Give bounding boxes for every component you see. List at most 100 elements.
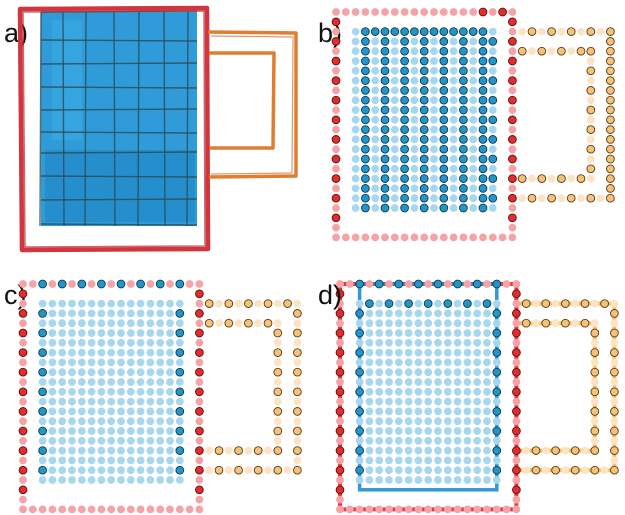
glass-dot-faint xyxy=(355,338,364,347)
frame-dot-solid xyxy=(508,76,517,85)
handle-dot-solid xyxy=(273,348,283,357)
glass-dot-faint xyxy=(371,96,380,105)
frame-dot-faint xyxy=(332,106,340,114)
handle-outer-edge xyxy=(210,35,294,175)
glass-dot-solid xyxy=(419,37,429,46)
glass-dot-faint xyxy=(166,387,174,396)
glass-dot-solid xyxy=(478,37,488,46)
frame-dot-faint xyxy=(351,233,360,242)
glass-dot-solid xyxy=(478,27,488,36)
glass-dot-faint xyxy=(58,378,67,386)
handle-dot-solid xyxy=(590,465,600,475)
handle-dot-faint xyxy=(547,174,556,183)
glass-dot-solid xyxy=(370,27,380,36)
glass-dot-solid xyxy=(361,56,370,66)
glass-dot-solid xyxy=(380,95,390,105)
glass-dot-faint xyxy=(414,466,423,475)
frame-dot-faint xyxy=(146,505,155,514)
frame-dot-faint xyxy=(381,8,389,16)
glass-dot-faint xyxy=(473,387,482,396)
glass-dot-faint xyxy=(87,358,96,367)
handle-dot-solid xyxy=(234,446,243,455)
frame-dot-faint xyxy=(345,280,354,288)
glass-dot-faint xyxy=(385,397,393,406)
handle-dot-solid xyxy=(293,367,302,377)
glass-dot-solid xyxy=(459,135,468,144)
glass-dot-faint xyxy=(449,86,458,95)
glass-dot-faint xyxy=(488,27,497,36)
frame-dot-faint xyxy=(336,436,344,445)
glass-dot-solid xyxy=(419,27,429,36)
glass-dot-solid xyxy=(355,309,364,318)
panel-d-traced-outlines: d) xyxy=(318,279,619,514)
glass-dot-faint xyxy=(404,397,413,406)
glass-dot-faint xyxy=(424,338,433,347)
glass-dot-solid xyxy=(439,174,449,183)
glass-dot-solid xyxy=(478,164,488,174)
handle-dot-faint xyxy=(293,299,302,308)
glass-dot-faint xyxy=(351,37,360,46)
frame-dot-faint xyxy=(430,8,438,16)
frame-dot-faint xyxy=(385,505,393,514)
glass-dot-faint xyxy=(424,407,433,416)
glass-dot-solid xyxy=(400,37,409,46)
handle-dot-faint xyxy=(561,446,570,455)
glass-dot-solid xyxy=(400,27,409,36)
frame-dot-solid xyxy=(512,407,521,416)
glass-dot-faint xyxy=(107,446,116,455)
glass-dot-faint xyxy=(166,309,174,318)
frame-dot-faint xyxy=(19,378,27,386)
glass-dot-faint xyxy=(404,378,413,386)
glass-dot-faint xyxy=(156,358,165,367)
frame-dot-faint xyxy=(195,280,204,288)
glass-dot-faint xyxy=(38,397,47,406)
glass-dot-faint xyxy=(385,417,393,426)
glass-dot-faint xyxy=(483,387,491,396)
glass-dot-faint xyxy=(87,319,96,328)
glass-dot-solid xyxy=(439,144,449,154)
glass-dot-faint xyxy=(375,368,384,377)
glass-dot-faint xyxy=(473,319,482,328)
glass-dot-faint xyxy=(126,319,135,328)
handle-dot-solid xyxy=(570,446,580,455)
frame-dot-solid xyxy=(335,348,345,357)
glass-dot-faint xyxy=(68,476,76,484)
glass-dot-faint xyxy=(430,106,438,114)
glass-dot-faint xyxy=(469,57,478,65)
handle-dot-solid xyxy=(293,387,302,397)
glass-dot-solid xyxy=(459,105,468,115)
glass-dot-faint xyxy=(469,204,478,212)
handle-dot-faint xyxy=(293,456,302,465)
frame-dot-faint xyxy=(483,505,491,514)
frame-dot-solid xyxy=(508,213,517,223)
handle-dot-faint xyxy=(590,417,599,426)
glass-dot-faint xyxy=(365,319,374,328)
handle-dot-faint xyxy=(293,319,302,328)
handle-dot-faint xyxy=(581,466,589,475)
glass-dot-faint xyxy=(97,378,106,386)
glass-dot-solid xyxy=(38,426,47,436)
glass-dot-faint xyxy=(136,368,145,377)
glass-dot-solid xyxy=(478,203,488,213)
glass-dot-faint xyxy=(87,417,96,426)
glass-dot-solid xyxy=(459,184,468,193)
glass-dot-solid xyxy=(400,86,409,95)
glass-dot-faint xyxy=(385,407,393,416)
glass-dot-faint xyxy=(166,397,174,406)
frame-dot-faint xyxy=(126,505,135,514)
glass-dot-faint xyxy=(126,387,135,396)
glass-dot-faint xyxy=(443,338,452,347)
glass-dot-faint xyxy=(136,319,145,328)
frame-dot-faint xyxy=(332,27,340,36)
frame-dot-faint xyxy=(38,505,47,514)
handle-dot-faint xyxy=(610,319,619,328)
glass-dot-faint xyxy=(126,299,135,308)
glass-dot-faint xyxy=(351,125,360,134)
glass-dot-faint xyxy=(107,417,116,426)
glass-dot-faint xyxy=(117,358,125,367)
glass-dot-faint xyxy=(473,309,482,318)
glass-dot-faint xyxy=(68,378,76,386)
handle-dot-faint xyxy=(532,299,540,308)
frame-dot-faint xyxy=(479,233,487,242)
handle-dot-faint xyxy=(244,466,253,475)
